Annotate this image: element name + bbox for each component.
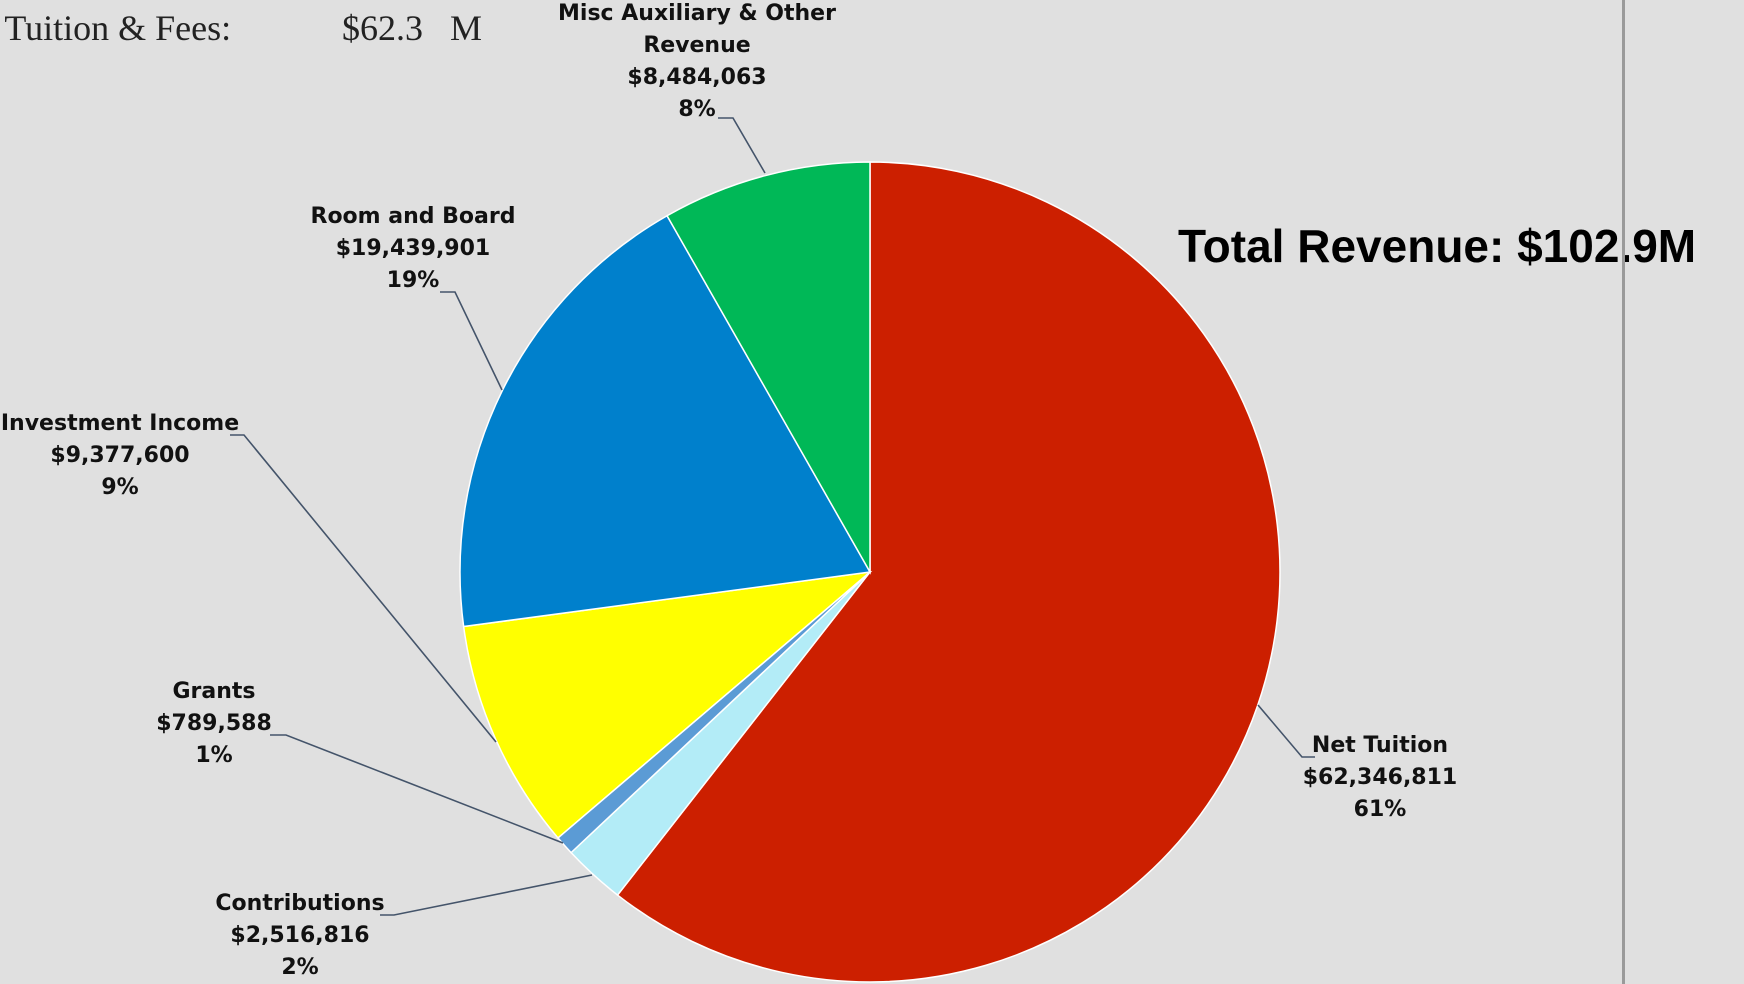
slice-label-net-tuition: Net Tuition $62,346,811 61% [1303, 733, 1457, 822]
slice-labels: Net Tuition $62,346,811 61% Contributions $2… [1, 1, 1457, 980]
leader-lines [230, 117, 1315, 916]
slice-label-misc-auxiliary: Misc Auxiliary & Other Revenue $8,484,063 8… [558, 1, 836, 122]
slice-label-contributions: Contributions $2,516,816 2% [215, 891, 384, 980]
leader-line-room-and-board [440, 291, 503, 391]
header-unit: M [450, 8, 482, 48]
chart-title: Total Revenue: $102.9M [1178, 220, 1696, 272]
leader-line-investment-income [230, 434, 497, 743]
leader-line-contributions [380, 874, 593, 916]
slice-label-investment-income: Investment Income $9,377,600 9% [1, 411, 239, 500]
page-edge-divider [1622, 0, 1625, 984]
slice-label-grants: Grants $789,588 1% [156, 679, 272, 768]
leader-line-net-tuition [1257, 704, 1315, 758]
pie-slice-misc-auxiliary [666, 161, 871, 575]
leader-line-misc-auxiliary [718, 117, 766, 174]
pie-slice-room-and-board [459, 214, 872, 628]
header-label: t Tuition & Fees: [0, 8, 231, 48]
pie-slices [459, 161, 1281, 983]
header-amount: $62.3 [342, 8, 423, 48]
pie-slice-investment-income [462, 570, 873, 839]
slice-label-room-and-board: Room and Board $19,439,901 19% [311, 204, 516, 293]
leader-line-grants [270, 734, 564, 844]
